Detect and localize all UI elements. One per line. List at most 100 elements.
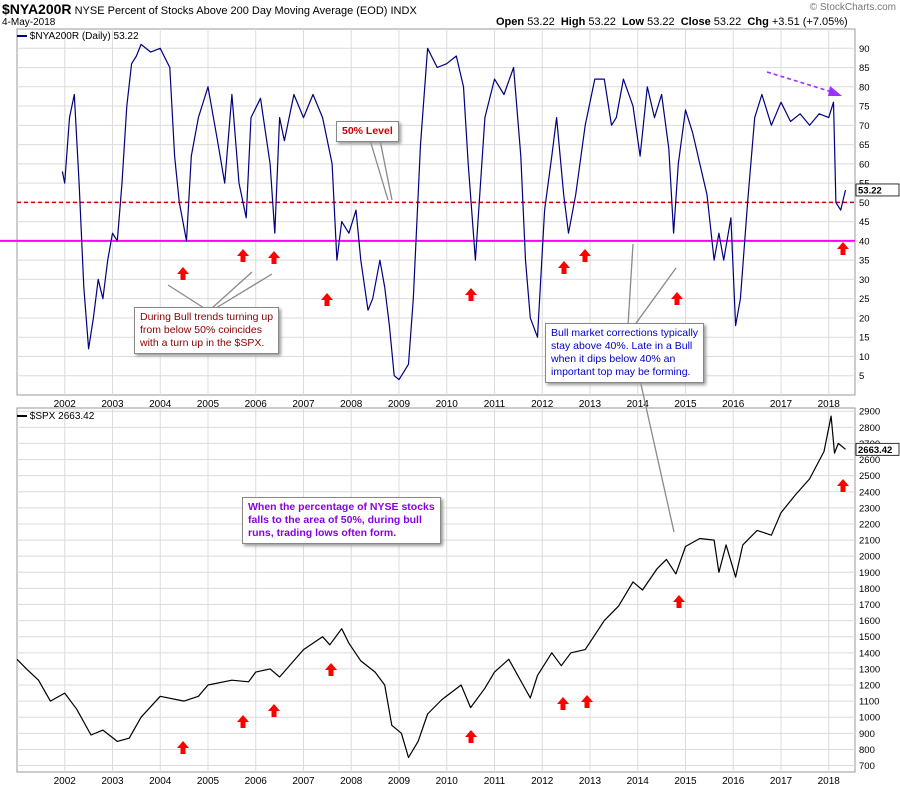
bull-corrections-line-2: stay above 40%. Late in a Bull <box>551 340 693 352</box>
bull-corrections-pointer <box>627 243 677 533</box>
nyse-fifty-line-1: When the percentage of NYSE stocks <box>248 501 435 513</box>
nya-x-tick-label: 2016 <box>722 399 745 410</box>
spx-y-tick-label: 1400 <box>859 648 880 659</box>
nya-x-tick-label: 2017 <box>770 399 793 410</box>
spx-marker-arrow <box>557 697 569 710</box>
spx-y-tick-label: 800 <box>859 745 875 756</box>
trend-arrow-line <box>766 71 833 93</box>
bull-corrections-line-3: when it dips below 40% an <box>551 353 676 365</box>
symbol: $NYA200R <box>2 1 72 17</box>
nya-y-tick-label: 85 <box>859 63 870 74</box>
nya-y-tick-label: 75 <box>859 102 870 113</box>
low-value: 53.22 <box>647 16 675 28</box>
exchange: INDX <box>390 5 417 17</box>
nya-marker-arrow <box>465 288 477 301</box>
spx-x-tick-label: 2011 <box>484 776 506 787</box>
spx-x-tick-label: 2008 <box>340 776 363 787</box>
nya-y-tick-label: 5 <box>859 371 864 382</box>
nya-x-tick-label: 2002 <box>54 399 77 410</box>
spx-legend: $SPX 2663.42 <box>17 411 94 422</box>
nya-marker-arrow <box>237 249 249 262</box>
nya-x-tick-label: 2011 <box>484 399 506 410</box>
spx-y-tick-label: 1000 <box>859 713 880 724</box>
spx-y-tick-label: 1900 <box>859 568 880 579</box>
high-label: High <box>560 16 586 28</box>
nya-x-tick-label: 2004 <box>149 399 172 410</box>
nya-y-tick-label: 65 <box>859 140 870 151</box>
spx-y-tick-label: 1600 <box>859 616 880 627</box>
spx-marker-arrow <box>268 704 280 717</box>
spx-last-value-label: 2663.42 <box>858 445 892 456</box>
spx-x-tick-label: 2015 <box>674 776 697 787</box>
nya-marker-arrow <box>671 292 683 305</box>
spx-y-tick-label: 2200 <box>859 519 880 530</box>
spx-y-tick-label: 1700 <box>859 600 880 611</box>
spx-y-tick-label: 1800 <box>859 584 880 595</box>
spx-y-tick-label: 2100 <box>859 536 880 547</box>
open-value: 53.22 <box>527 16 555 28</box>
spx-marker-arrow <box>325 663 337 676</box>
spx-x-tick-label: 2017 <box>770 776 793 787</box>
description: NYSE Percent of Stocks Above 200 Day Mov… <box>74 5 388 17</box>
spx-y-tick-label: 2800 <box>859 423 880 434</box>
bull-turn-note: During Bull trends turning up from below… <box>134 307 280 354</box>
low-label: Low <box>622 16 645 28</box>
spx-x-tick-label: 2014 <box>627 776 650 787</box>
nya-x-tick-label: 2003 <box>101 399 124 410</box>
spx-x-tick-label: 2009 <box>388 776 411 787</box>
nyse-fifty-line-3: runs, trading lows often form. <box>248 527 397 539</box>
spx-y-tick-label: 1200 <box>859 681 880 692</box>
nya-x-tick-label: 2005 <box>197 399 220 410</box>
nya-y-tick-label: 20 <box>859 313 870 324</box>
chart-date: 4-May-2018 <box>2 17 56 28</box>
fifty-level-note: 50% Level <box>336 121 399 142</box>
spx-y-tick-label: 2400 <box>859 487 880 498</box>
nya-x-tick-label: 2007 <box>292 399 315 410</box>
nya-last-value-label: 53.22 <box>858 185 882 196</box>
bull-turn-pointer <box>167 271 273 309</box>
nya-x-tick-label: 2008 <box>340 399 363 410</box>
nya-y-tick-label: 50 <box>859 198 870 209</box>
nya-legend-text: $NYA200R (Daily) 53.22 <box>29 31 139 42</box>
spx-x-tick-label: 2010 <box>436 776 459 787</box>
open-label: Open <box>496 16 525 28</box>
spx-x-tick-label: 2012 <box>531 776 554 787</box>
nyse-fifty-note: When the percentage of NYSE stocks falls… <box>242 497 441 544</box>
bull-corrections-note: Bull market corrections typically stay a… <box>545 323 705 383</box>
spx-x-tick-label: 2003 <box>101 776 124 787</box>
spx-y-tick-label: 1300 <box>859 664 880 675</box>
chart-header: $NYA200R NYSE Percent of Stocks Above 20… <box>2 1 417 17</box>
chg-value: +3.51 (+7.05%) <box>771 16 848 28</box>
ohlc-readout: Open 53.22 High 53.22 Low 53.22 Close 53… <box>496 16 848 28</box>
trend-arrow-head <box>828 86 842 96</box>
close-label: Close <box>680 16 711 28</box>
spx-y-tick-label: 2500 <box>859 471 880 482</box>
nya-x-tick-label: 2014 <box>627 399 650 410</box>
spx-x-tick-label: 2007 <box>292 776 315 787</box>
nya-x-tick-label: 2013 <box>579 399 602 410</box>
spx-y-tick-label: 1100 <box>859 697 879 708</box>
nya-y-tick-label: 25 <box>859 294 870 305</box>
nya-y-tick-label: 60 <box>859 159 870 170</box>
spx-series-line <box>16 415 846 759</box>
spx-x-tick-label: 2006 <box>245 776 268 787</box>
nya-y-tick-label: 40 <box>859 236 870 247</box>
nya-y-tick-label: 70 <box>859 121 870 132</box>
spx-y-tick-label: 2600 <box>859 455 880 466</box>
nya-marker-arrow <box>177 267 189 280</box>
spx-marker-arrow <box>837 479 849 492</box>
spx-y-tick-label: 2300 <box>859 503 880 514</box>
close-value: 53.22 <box>713 16 742 28</box>
spx-plot-frame <box>16 407 856 773</box>
spx-y-tick-label: 2000 <box>859 552 880 563</box>
spx-marker-arrow <box>465 730 477 743</box>
spx-x-tick-label: 2018 <box>818 776 841 787</box>
nya-y-tick-label: 30 <box>859 275 870 286</box>
high-value: 53.22 <box>588 16 616 28</box>
nya-marker-arrow <box>579 249 591 262</box>
nyse-fifty-line-2: falls to the area of 50%, during bull <box>248 514 422 526</box>
nya-x-tick-label: 2015 <box>674 399 697 410</box>
bull-turn-line-2: from below 50% coincides <box>140 324 262 336</box>
spx-x-tick-label: 2005 <box>197 776 220 787</box>
